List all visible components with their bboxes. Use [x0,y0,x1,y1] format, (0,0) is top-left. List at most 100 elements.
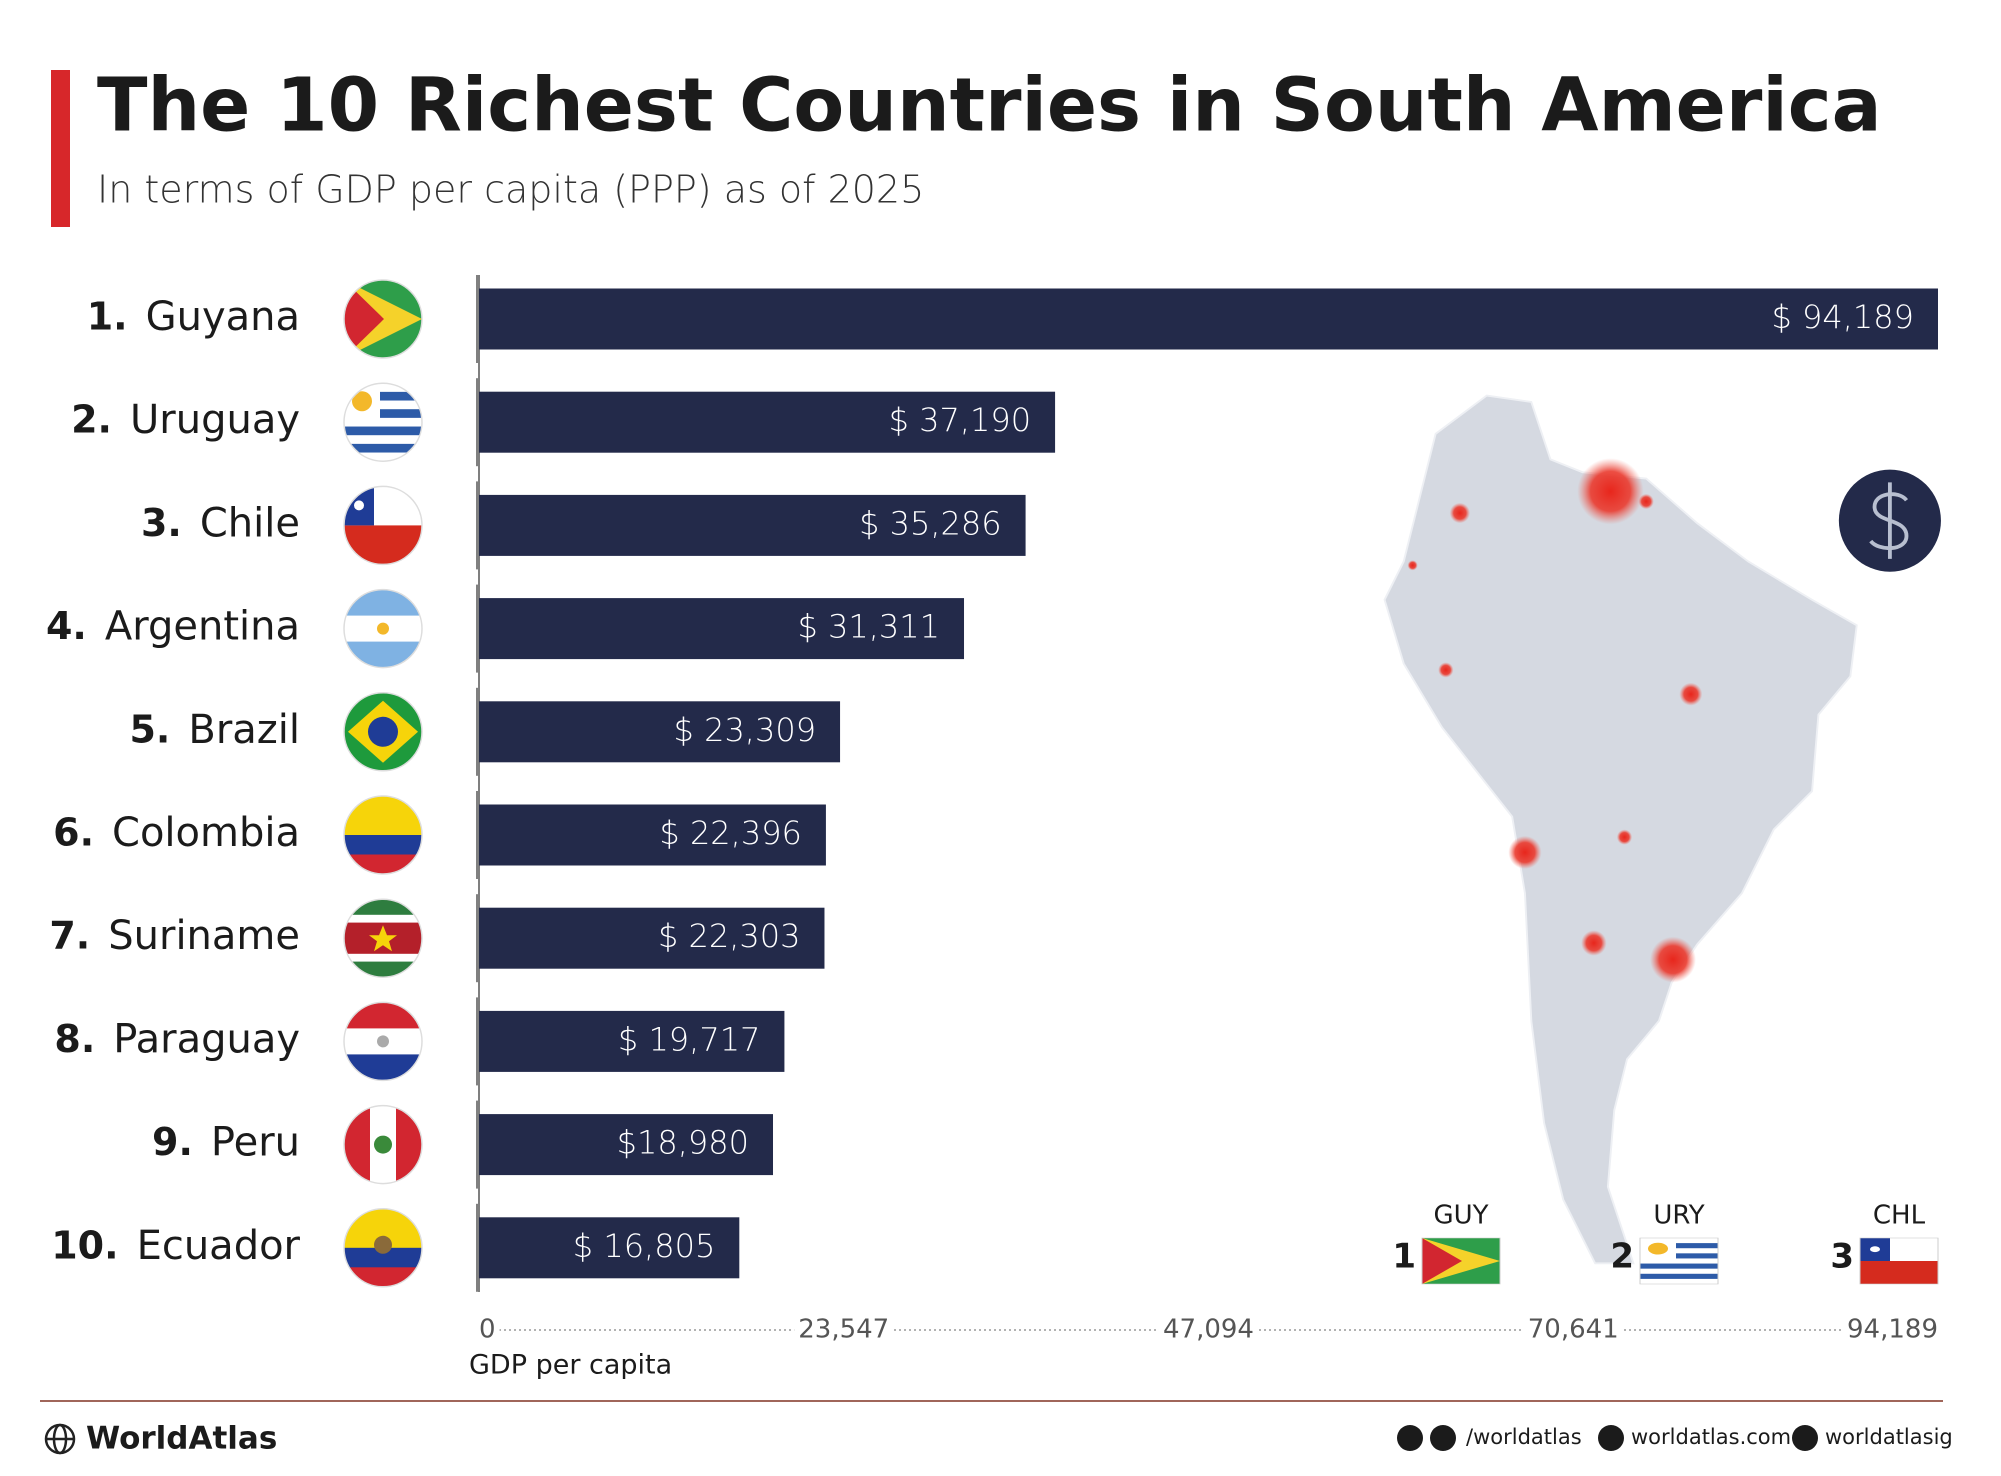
flag-part [1640,1243,1718,1249]
flag-part [352,391,372,412]
dollar-glyph [1869,482,1909,559]
web-icon[interactable] [1598,1425,1624,1451]
x-tick-label: 94,189 [1847,1315,1938,1345]
instagram-handle[interactable]: worldatlasig [1825,1425,1953,1449]
youtube-icon[interactable] [1397,1425,1423,1451]
bar [479,598,965,660]
flag [343,1208,423,1288]
x-tick-label-bg [1159,1314,1258,1345]
flag-part [344,400,422,410]
rank-label: 7. [49,914,90,958]
bar [479,701,841,763]
flag-part [344,1105,370,1184]
globe-icon [44,1423,76,1455]
flag [1639,1237,1719,1285]
flag [343,279,423,359]
instagram-icon[interactable] [1792,1425,1818,1451]
flag-outline [343,588,423,669]
website[interactable]: worldatlas.com [1631,1425,1791,1449]
facebook-icon[interactable] [1430,1425,1456,1451]
brand: WorldAtlas [86,1421,277,1457]
top3-rank: 2 [1610,1237,1634,1277]
rank-label: 1. [87,295,128,339]
flag-part [344,961,422,978]
rank-label: 5. [129,707,170,751]
bar [479,1217,740,1279]
category-label: Guyana [146,294,300,340]
category-label: Suriname [108,913,300,959]
flag-part [344,1054,422,1081]
flag-outline [1421,1237,1501,1285]
flag-part [344,899,422,916]
map [1383,394,1941,1265]
rank-label: 6. [53,811,94,855]
x-tick-label: 23,547 [798,1315,889,1345]
flag [343,795,423,875]
top3-rank: 3 [1830,1237,1854,1277]
flag-part [1870,1246,1880,1253]
value-label: $ 31,311 [798,608,941,646]
value-label: $ 22,396 [659,814,802,852]
flag-part [344,1247,422,1268]
rank-label: 2. [71,398,112,442]
flag [343,485,423,566]
flag-part [1648,1242,1668,1255]
value-label: $ 16,805 [573,1227,716,1265]
bar [479,1114,774,1176]
flag-outline [343,382,423,462]
rank-label: 3. [141,501,182,545]
value-label: $ 23,309 [674,711,817,749]
flag-part [344,435,422,445]
flag-outline [1859,1237,1939,1285]
social-handle[interactable]: /worldatlas [1466,1425,1582,1449]
category-label: Peru [211,1120,300,1166]
top3-code: URY [1653,1201,1704,1231]
flag-body [1640,1238,1718,1284]
flag-part [344,383,422,393]
flag-outline [343,692,423,772]
x-tick-label-bg [794,1314,894,1345]
category-label: Argentina [105,604,300,650]
bar [479,1010,785,1072]
flag-part [344,525,422,565]
category-label: Ecuador [137,1223,301,1269]
flag [343,692,423,772]
flag-part [1640,1258,1718,1264]
category-label: Colombia [112,810,300,856]
flag-part [1640,1278,1718,1284]
flag-part [344,854,422,874]
top3-rank: 1 [1392,1237,1416,1277]
map-land [1383,394,1858,1265]
flag-outline [343,795,423,875]
flag-part [1422,1238,1462,1284]
rank-label: 10. [51,1223,118,1267]
value-label: $ 22,303 [658,917,801,955]
flag-part [344,443,422,454]
flag-part [1640,1253,1718,1259]
top3-code: CHL [1873,1201,1926,1231]
flag [343,898,423,978]
x-tick-label-bg [475,1314,500,1345]
flag-part [354,500,364,511]
flag-part [374,1135,392,1154]
flag [1421,1237,1501,1285]
flag-part [344,796,422,836]
top3-code: GUY [1433,1201,1488,1231]
flag-outline [343,898,423,978]
x-tick-label-bg [1523,1314,1623,1345]
flag-part [1640,1263,1718,1269]
flag-part [1640,1248,1718,1254]
flag-body [344,692,422,771]
value-label: $ 19,717 [618,1020,761,1058]
flag [343,1104,423,1185]
flag-part [344,641,422,668]
flag-part [1640,1268,1718,1275]
rank-label: 9. [152,1120,193,1164]
flag-outline [343,279,423,359]
bar [479,804,826,866]
rank-label: 8. [54,1017,95,1061]
flag-body [344,280,422,358]
flag-part [377,1035,389,1048]
x-tick-label: 0 [479,1315,496,1345]
flag-body [344,383,422,462]
